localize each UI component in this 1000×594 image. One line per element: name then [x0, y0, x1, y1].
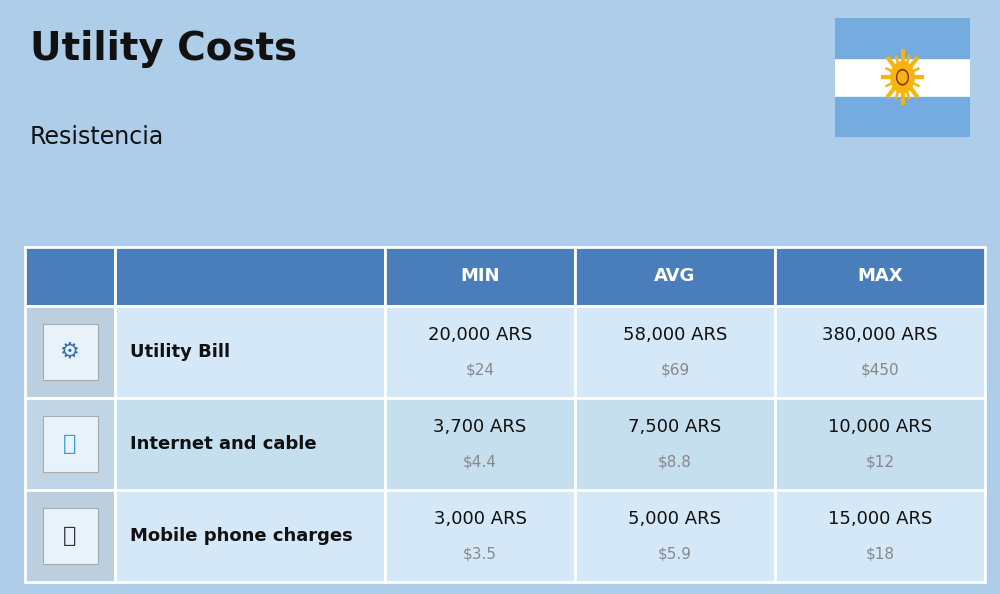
Text: $69: $69 [660, 362, 690, 377]
Bar [835, 97, 970, 137]
Text: Utility Costs: Utility Costs [30, 30, 297, 68]
Bar [835, 18, 970, 58]
Text: $18: $18 [865, 546, 894, 561]
Text: MIN: MIN [460, 267, 500, 285]
Text: $4.4: $4.4 [463, 454, 497, 469]
Text: $24: $24 [466, 362, 494, 377]
Text: 15,000 ARS: 15,000 ARS [828, 510, 932, 529]
Text: 7,500 ARS: 7,500 ARS [628, 418, 722, 437]
Text: Mobile phone charges: Mobile phone charges [130, 527, 353, 545]
Text: Utility Bill: Utility Bill [130, 343, 230, 361]
Text: $12: $12 [865, 454, 894, 469]
Circle shape [891, 62, 914, 93]
Text: 10,000 ARS: 10,000 ARS [828, 418, 932, 437]
Text: ⚙: ⚙ [60, 342, 80, 362]
Circle shape [897, 69, 908, 85]
Circle shape [898, 71, 907, 83]
Text: $3.5: $3.5 [463, 546, 497, 561]
Text: 3,700 ARS: 3,700 ARS [433, 418, 527, 437]
Text: $8.8: $8.8 [658, 454, 692, 469]
Text: MAX: MAX [857, 267, 903, 285]
Text: $450: $450 [861, 362, 899, 377]
Text: 📶: 📶 [63, 434, 77, 454]
Text: 58,000 ARS: 58,000 ARS [623, 326, 727, 345]
Text: 3,000 ARS: 3,000 ARS [434, 510, 526, 529]
Text: 5,000 ARS: 5,000 ARS [628, 510, 721, 529]
Text: 📱: 📱 [63, 526, 77, 546]
Text: $5.9: $5.9 [658, 546, 692, 561]
Text: 380,000 ARS: 380,000 ARS [822, 326, 938, 345]
Text: Internet and cable: Internet and cable [130, 435, 317, 453]
Text: 20,000 ARS: 20,000 ARS [428, 326, 532, 345]
Text: AVG: AVG [654, 267, 696, 285]
Text: Resistencia: Resistencia [30, 125, 164, 148]
